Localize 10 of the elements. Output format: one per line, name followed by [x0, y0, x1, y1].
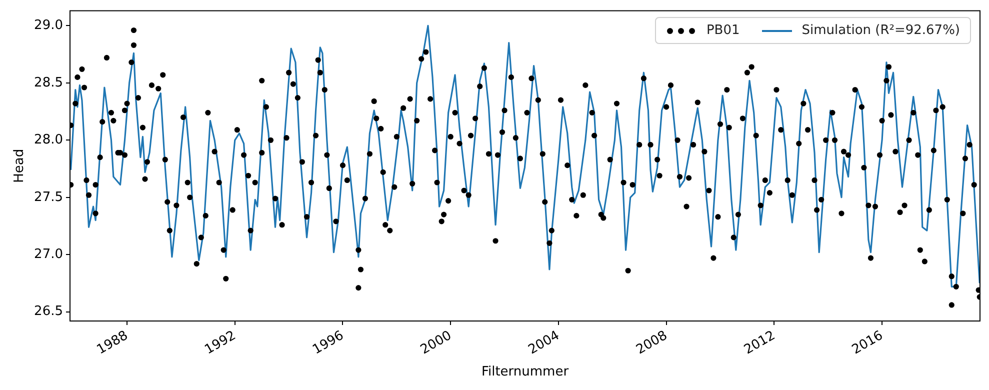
- legend-label: Simulation (R²=92.67%): [802, 23, 960, 38]
- y-tick-label: 27.0: [34, 246, 63, 262]
- y-tick-label: 26.5: [34, 304, 63, 320]
- x-axis-title: Filternummer: [481, 364, 570, 380]
- y-tick-label: 28.0: [34, 132, 63, 148]
- y-tick-label: 29.0: [34, 18, 63, 34]
- y-tick-label: 27.5: [34, 190, 63, 205]
- y-axis-title: Head: [12, 148, 28, 183]
- y-tick-label: 28.5: [34, 75, 63, 90]
- legend-label: PB01: [706, 23, 740, 38]
